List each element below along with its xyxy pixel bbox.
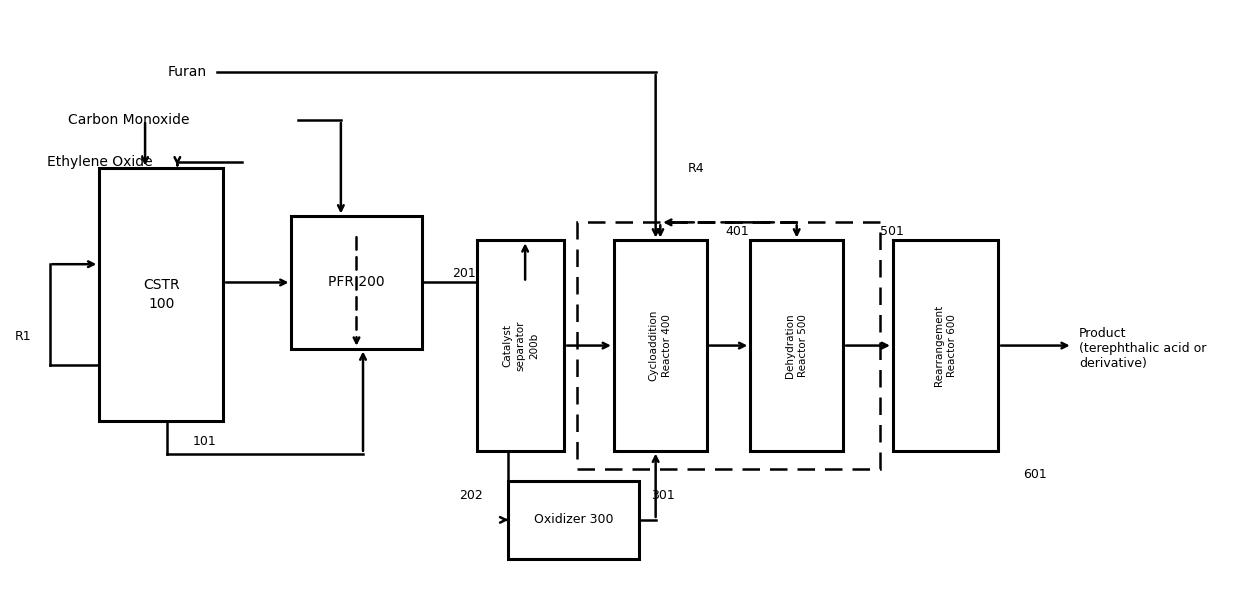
Text: Product
(terephthalic acid or
derivative): Product (terephthalic acid or derivative… xyxy=(1079,327,1207,370)
FancyBboxPatch shape xyxy=(291,216,422,349)
Text: R4: R4 xyxy=(688,162,704,175)
FancyBboxPatch shape xyxy=(99,168,223,421)
Text: R1: R1 xyxy=(15,330,31,343)
Text: 301: 301 xyxy=(651,489,675,502)
FancyBboxPatch shape xyxy=(893,240,998,451)
Text: 202: 202 xyxy=(459,489,482,502)
Text: Cycloaddition
Reactor 400: Cycloaddition Reactor 400 xyxy=(649,310,672,381)
Text: Carbon Monoxide: Carbon Monoxide xyxy=(68,113,190,127)
FancyBboxPatch shape xyxy=(750,240,843,451)
Text: 401: 401 xyxy=(725,225,749,238)
FancyBboxPatch shape xyxy=(508,481,639,559)
FancyBboxPatch shape xyxy=(477,240,564,451)
Text: 601: 601 xyxy=(1023,468,1047,481)
Text: Ethylene Oxide: Ethylene Oxide xyxy=(47,155,153,169)
Text: Oxidizer 300: Oxidizer 300 xyxy=(533,513,614,526)
Text: Catalyst
separator
200b: Catalyst separator 200b xyxy=(502,320,539,371)
Text: CSTR
100: CSTR 100 xyxy=(143,278,180,311)
Text: PFR 200: PFR 200 xyxy=(329,275,384,290)
FancyBboxPatch shape xyxy=(614,240,707,451)
Text: 201: 201 xyxy=(453,267,476,280)
Text: Dehydration
Reactor 500: Dehydration Reactor 500 xyxy=(785,313,808,378)
Text: 501: 501 xyxy=(880,225,904,238)
Text: Furan: Furan xyxy=(167,65,207,79)
Text: Rearrangement
Reactor 600: Rearrangement Reactor 600 xyxy=(934,305,957,386)
Text: 101: 101 xyxy=(192,435,216,448)
